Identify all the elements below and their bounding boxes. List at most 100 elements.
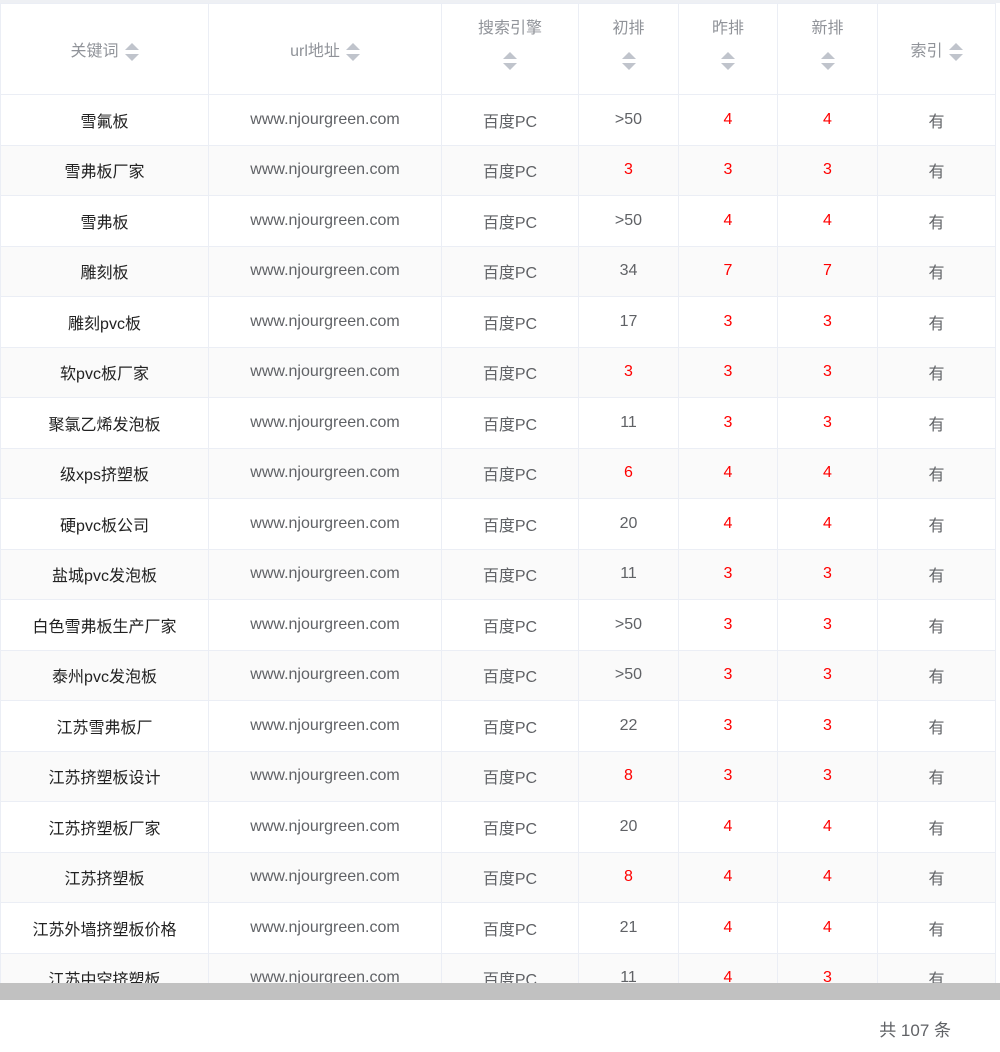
yesterday-rank-cell: 3 [678,296,778,348]
new-rank-cell: 3 [777,548,878,600]
table-row: 软pvc板厂家 www.njourgreen.com 百度PC 3 3 3 有 [0,346,996,398]
table-row: 雪弗板厂家 www.njourgreen.com 百度PC 3 3 3 有 [0,144,996,196]
yesterday-rank-cell: 3 [678,397,778,449]
url-cell: www.njourgreen.com [208,498,442,550]
initial-rank-cell: >50 [578,649,679,701]
initial-rank-cell: 17 [578,296,679,348]
engine-cell: 百度PC [441,599,579,651]
initial-rank-cell: >50 [578,599,679,651]
column-header-initial-rank[interactable]: 初排 [578,3,679,95]
index-cell: 有 [877,94,996,146]
keyword-cell: 软pvc板厂家 [0,346,209,398]
initial-rank-cell: 20 [578,801,679,853]
column-header-yesterday-rank[interactable]: 昨排 [678,3,778,95]
keyword-cell: 雕刻pvc板 [0,296,209,348]
new-rank-cell: 3 [777,599,878,651]
table-row: 硬pvc板公司 www.njourgreen.com 百度PC 20 4 4 有 [0,498,996,550]
yesterday-rank-cell: 3 [678,144,778,196]
table-header: 关键词 url地址 搜索引擎 初排 昨排 新排 索引 [0,3,996,95]
table-row: 雪弗板 www.njourgreen.com 百度PC >50 4 4 有 [0,195,996,247]
initial-rank-cell: 34 [578,245,679,297]
url-cell: www.njourgreen.com [208,397,442,449]
sort-icon[interactable] [721,52,735,70]
index-cell: 有 [877,548,996,600]
yesterday-rank-cell: 3 [678,750,778,802]
url-cell: www.njourgreen.com [208,447,442,499]
engine-cell: 百度PC [441,801,579,853]
new-rank-cell: 4 [777,851,878,903]
engine-cell: 百度PC [441,700,579,752]
index-cell: 有 [877,447,996,499]
index-cell: 有 [877,952,996,983]
new-rank-cell: 4 [777,498,878,550]
initial-rank-cell: 11 [578,952,679,983]
keyword-cell: 江苏挤塑板设计 [0,750,209,802]
index-cell: 有 [877,296,996,348]
yesterday-rank-cell: 4 [678,952,778,983]
sort-icon[interactable] [503,52,517,70]
yesterday-rank-cell: 4 [678,498,778,550]
sort-icon[interactable] [820,52,835,70]
column-header-index[interactable]: 索引 [877,3,996,95]
table-row: 江苏雪弗板厂 www.njourgreen.com 百度PC 22 3 3 有 [0,700,996,752]
new-rank-cell: 4 [777,195,878,247]
total-count: 共 107 条 [879,1021,951,1040]
url-cell: www.njourgreen.com [208,851,442,903]
index-cell: 有 [877,498,996,550]
keyword-cell: 泰州pvc发泡板 [0,649,209,701]
column-header-new-rank[interactable]: 新排 [777,3,878,95]
keyword-cell: 级xps挤塑板 [0,447,209,499]
yesterday-rank-cell: 3 [678,700,778,752]
sort-icon[interactable] [345,42,360,61]
engine-cell: 百度PC [441,548,579,600]
table-row: 泰州pvc发泡板 www.njourgreen.com 百度PC >50 3 3 有 [0,649,996,701]
index-cell: 有 [877,346,996,398]
table-row: 白色雪弗板生产厂家 www.njourgreen.com 百度PC >50 3 3 有 [0,599,996,651]
keyword-cell: 江苏挤塑板 [0,851,209,903]
column-header-url[interactable]: url地址 [208,3,442,95]
new-rank-cell: 3 [777,144,878,196]
engine-cell: 百度PC [441,447,579,499]
keyword-cell: 江苏外墙挤塑板价格 [0,902,209,954]
initial-rank-cell: >50 [578,195,679,247]
rank-table: 关键词 url地址 搜索引擎 初排 昨排 新排 索引 雪氟板 www.njourg… [0,0,1000,983]
new-rank-cell: 4 [777,801,878,853]
horizontal-scrollbar[interactable] [0,983,1000,1000]
table-row: 江苏挤塑板 www.njourgreen.com 百度PC 8 4 4 有 [0,851,996,903]
initial-rank-cell: 11 [578,397,679,449]
table-row: 江苏外墙挤塑板价格 www.njourgreen.com 百度PC 21 4 4 有 [0,902,996,954]
yesterday-rank-cell: 3 [678,548,778,600]
index-cell: 有 [877,397,996,449]
keyword-cell: 雪弗板 [0,195,209,247]
index-cell: 有 [877,245,996,297]
new-rank-cell: 3 [777,750,878,802]
yesterday-rank-cell: 4 [678,801,778,853]
new-rank-cell: 4 [777,902,878,954]
initial-rank-cell: 3 [578,346,679,398]
url-cell: www.njourgreen.com [208,599,442,651]
header-label: 昨排 [711,20,744,37]
table-row: 江苏挤塑板厂家 www.njourgreen.com 百度PC 20 4 4 有 [0,801,996,853]
keyword-cell: 雕刻板 [0,245,209,297]
index-cell: 有 [877,700,996,752]
column-header-engine[interactable]: 搜索引擎 [441,3,579,95]
column-header-keyword[interactable]: 关键词 [0,3,209,95]
new-rank-cell: 4 [777,447,878,499]
index-cell: 有 [877,144,996,196]
url-cell: www.njourgreen.com [208,245,442,297]
keyword-cell: 雪弗板厂家 [0,144,209,196]
engine-cell: 百度PC [441,498,579,550]
header-label: 索引 [910,43,943,60]
new-rank-cell: 3 [777,346,878,398]
sort-icon[interactable] [948,42,963,61]
new-rank-cell: 7 [777,245,878,297]
sort-icon[interactable] [621,52,636,70]
new-rank-cell: 3 [777,649,878,701]
table-row: 江苏中空挤塑板 www.njourgreen.com 百度PC 11 4 3 有 [0,952,996,983]
initial-rank-cell: 6 [578,447,679,499]
new-rank-cell: 3 [777,397,878,449]
url-cell: www.njourgreen.com [208,750,442,802]
yesterday-rank-cell: 4 [678,195,778,247]
keyword-cell: 雪氟板 [0,94,209,146]
sort-icon[interactable] [124,42,139,61]
